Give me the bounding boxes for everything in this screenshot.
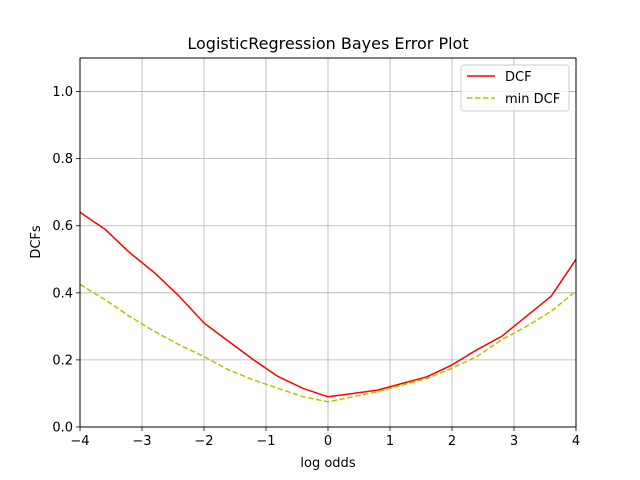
x-tick-label: −4: [70, 434, 89, 449]
x-tick-label: 4: [572, 434, 580, 449]
x-tick-label: 1: [386, 434, 394, 449]
y-tick-label: 0.6: [52, 219, 73, 234]
y-tick-label: 0.8: [52, 152, 73, 167]
y-axis-label: DCFs: [29, 225, 44, 259]
x-tick-label: 0: [324, 434, 332, 449]
y-tick-label: 0.0: [52, 421, 73, 436]
x-tick-label: −2: [194, 434, 213, 449]
y-tick-label: 1.0: [52, 85, 73, 100]
series-group: [79, 211, 577, 403]
legend: DCF min DCF: [460, 64, 570, 112]
legend-label-dcf: DCF: [505, 70, 532, 85]
x-tick-label: −3: [132, 434, 151, 449]
legend-label-min-dcf: min DCF: [505, 92, 560, 107]
x-tick-label: 2: [448, 434, 456, 449]
x-axis-ticks: −4 −3 −2 −1 0 1 2 3 4: [70, 427, 580, 449]
x-tick-label: −1: [256, 434, 275, 449]
chart-title: LogisticRegression Bayes Error Plot: [187, 34, 468, 53]
y-tick-label: 0.2: [52, 353, 73, 368]
y-tick-label: 0.4: [52, 286, 73, 301]
series-line-min-dcf: [79, 283, 577, 403]
y-axis-ticks: 0.0 0.2 0.4 0.6 0.8 1.0: [52, 85, 80, 436]
series-line-dcf: [79, 211, 577, 398]
x-axis-label: log odds: [300, 456, 355, 471]
x-tick-label: 3: [510, 434, 518, 449]
